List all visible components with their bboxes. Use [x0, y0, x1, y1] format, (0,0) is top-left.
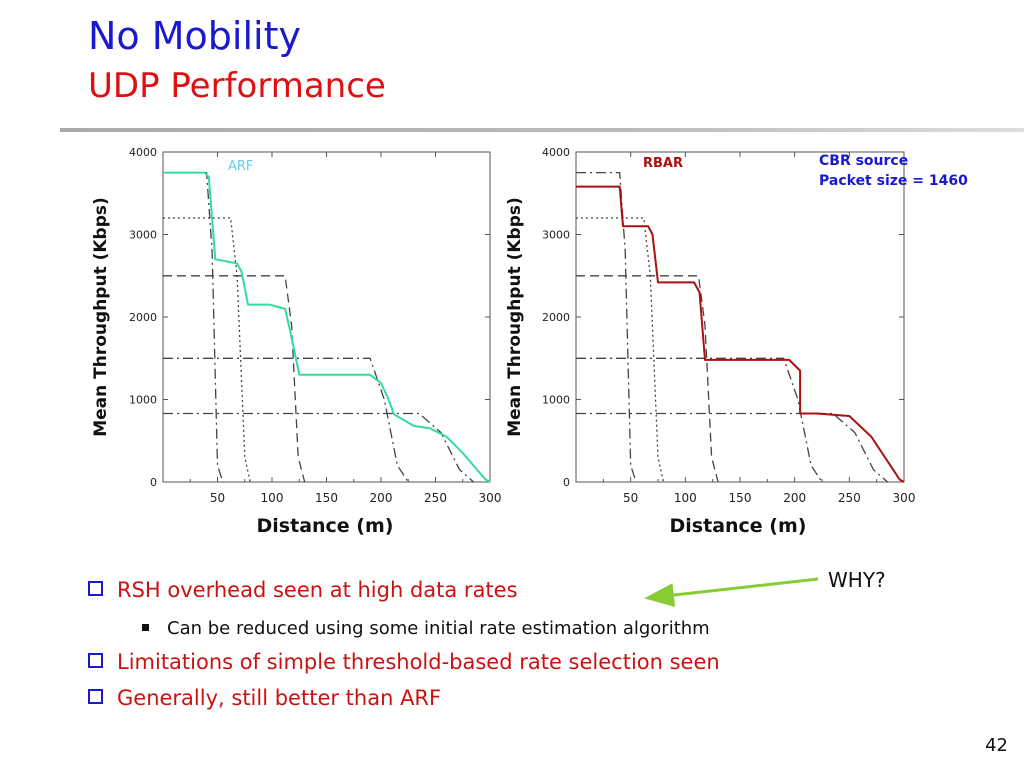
x-axis-label: Distance (m)	[257, 515, 394, 537]
x-tick-label: 50	[210, 491, 225, 505]
checkbox-bullet-icon	[88, 653, 103, 668]
x-axis-label: Distance (m)	[670, 515, 807, 537]
x-tick-label: 250	[838, 491, 861, 505]
y-tick-label: 0	[150, 476, 157, 489]
series-line-reference	[163, 412, 475, 483]
chart-annotation: CBR source	[819, 153, 908, 169]
series-line-reference	[576, 171, 637, 483]
bullet-3: Limitations of simple threshold-based ra…	[88, 650, 720, 674]
series-label: ARF	[228, 159, 253, 174]
series-line-reference	[576, 412, 889, 483]
x-tick-label: 100	[261, 491, 284, 505]
bullet-2-text: Can be reduced using some initial rate e…	[167, 618, 710, 639]
x-tick-label: 50	[623, 491, 638, 505]
series-line-reference	[576, 275, 719, 483]
y-tick-label: 3000	[129, 229, 157, 242]
bullet-1-text: RSH overhead seen at high data rates	[117, 578, 518, 602]
y-axis-label: Mean Throughput (Kbps)	[91, 197, 111, 437]
y-tick-label: 4000	[542, 146, 570, 159]
slide-title: No Mobility	[88, 14, 301, 58]
bullet-3-text: Limitations of simple threshold-based ra…	[117, 650, 720, 674]
y-tick-label: 4000	[129, 146, 157, 159]
y-tick-label: 1000	[129, 394, 157, 407]
series-line-reference	[576, 357, 823, 483]
x-tick-label: 200	[370, 491, 393, 505]
x-tick-label: 150	[315, 491, 338, 505]
title-divider	[60, 128, 1024, 132]
rbar-chart: 0 1000 2000 3000 4000 50 100 150 200 250 300 RBAR Me…	[505, 146, 968, 537]
y-axis-label: Mean Throughput (Kbps)	[505, 197, 525, 437]
bullet-2: Can be reduced using some initial rate e…	[142, 618, 710, 639]
x-tick-label: 150	[729, 491, 752, 505]
bullet-4-text: Generally, still better than ARF	[117, 686, 442, 710]
series-line-main	[576, 185, 905, 483]
series-line-reference	[163, 275, 306, 483]
x-tick-label: 250	[424, 491, 447, 505]
y-tick-label: 2000	[129, 311, 157, 324]
page-number: 42	[985, 735, 1008, 756]
y-tick-label: 0	[563, 476, 570, 489]
y-tick-label: 1000	[542, 394, 570, 407]
y-tick-label: 2000	[542, 311, 570, 324]
series-line-main	[163, 171, 491, 483]
checkbox-bullet-icon	[88, 581, 103, 596]
arf-chart: 0 1000 2000 3000 4000 50 100 150 200 250 300 ARF Mea…	[91, 146, 501, 537]
why-arrow	[644, 577, 819, 607]
x-tick-label: 300	[479, 491, 502, 505]
square-bullet-icon	[142, 624, 149, 631]
x-tick-label: 100	[674, 491, 697, 505]
y-tick-label: 3000	[542, 229, 570, 242]
why-label: WHY?	[828, 568, 886, 592]
chart-annotation: Packet size = 1460	[819, 173, 968, 189]
series-line-reference	[163, 357, 409, 483]
slide-subtitle: UDP Performance	[88, 66, 386, 106]
series-label: RBAR	[643, 156, 683, 171]
bullet-4: Generally, still better than ARF	[88, 686, 441, 710]
x-tick-label: 200	[783, 491, 806, 505]
bullet-1: RSH overhead seen at high data rates	[88, 578, 518, 602]
x-tick-label: 300	[893, 491, 916, 505]
checkbox-bullet-icon	[88, 689, 103, 704]
